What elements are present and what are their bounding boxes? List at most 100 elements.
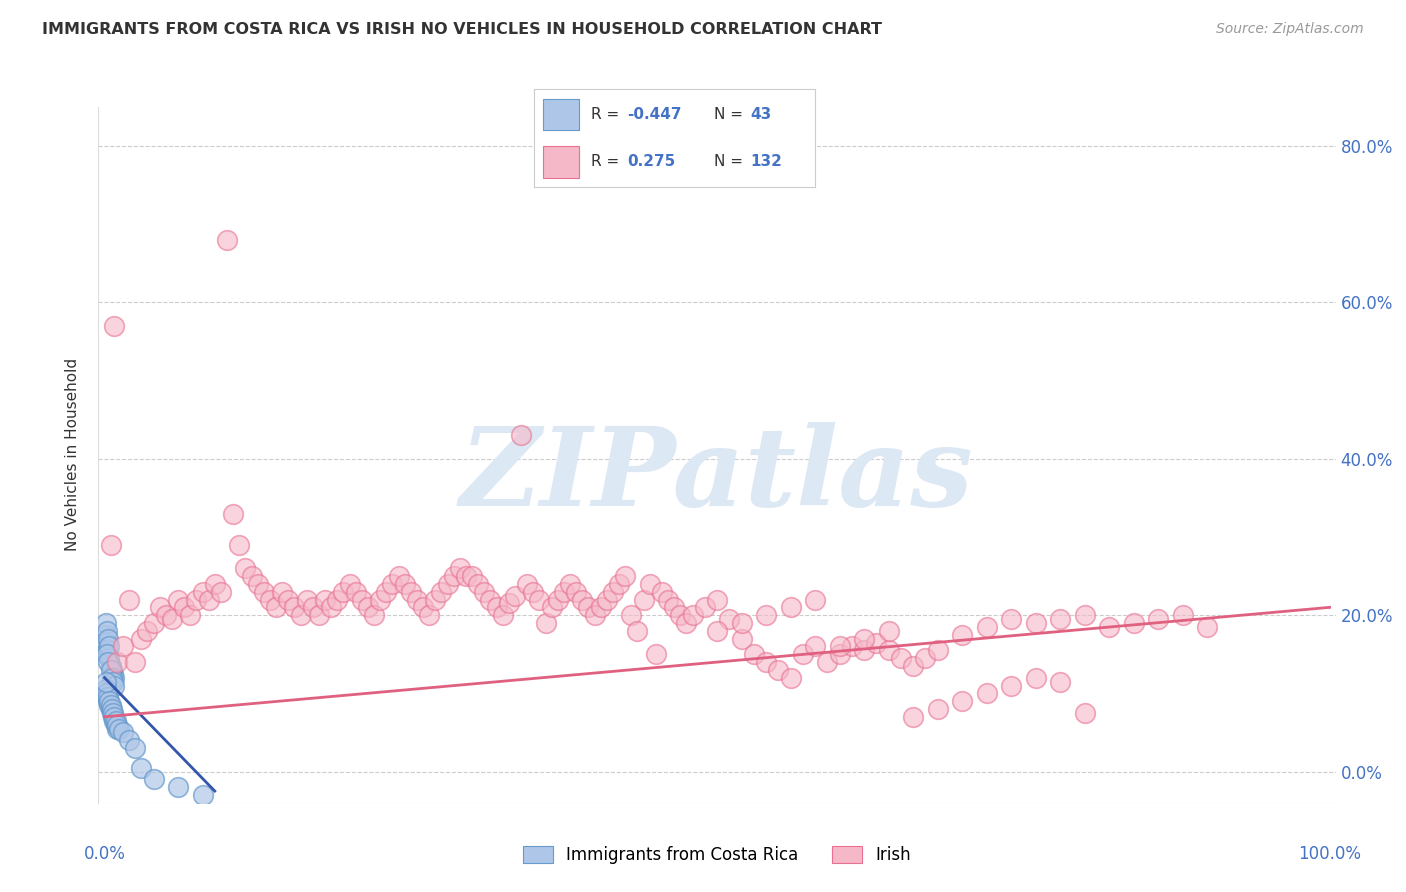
Point (118, 592, 141, 607)
Text: -0.447: -0.447 (627, 107, 682, 122)
Point (96, 635, 118, 649)
Point (596, 592, 619, 607)
Point (828, 640, 851, 654)
Point (529, 592, 551, 607)
Point (890, 651, 912, 665)
Point (129, 632, 152, 646)
Point (105, 722, 128, 736)
Point (271, 584, 294, 599)
Point (240, 569, 263, 583)
Point (142, 772, 165, 787)
Point (308, 608, 330, 623)
Bar (543, 146, 579, 178)
Point (100, 538, 122, 552)
Point (100, 663, 122, 677)
Point (454, 569, 477, 583)
Point (124, 655, 146, 669)
Point (94, 686, 117, 700)
Point (901, 659, 924, 673)
Point (443, 569, 465, 583)
Point (449, 561, 471, 575)
Point (436, 577, 458, 591)
Point (510, 428, 533, 442)
Point (614, 569, 637, 583)
Point (742, 647, 765, 661)
Point (779, 671, 801, 685)
Point (1000, 612, 1022, 626)
Point (332, 584, 354, 599)
Point (167, 592, 190, 607)
Point (755, 655, 778, 669)
Point (160, 612, 183, 626)
Text: 0.275: 0.275 (627, 154, 675, 169)
Point (768, 663, 790, 677)
Text: Source: ZipAtlas.com: Source: ZipAtlas.com (1216, 22, 1364, 37)
Point (209, 584, 232, 599)
Point (755, 608, 778, 623)
Point (571, 592, 593, 607)
Point (950, 628, 973, 642)
Point (516, 577, 538, 591)
Point (97, 655, 120, 669)
Point (96, 686, 118, 700)
Point (118, 733, 141, 747)
Point (865, 635, 887, 649)
Point (197, 592, 219, 607)
Point (804, 592, 827, 607)
Point (779, 600, 801, 615)
Point (96, 647, 118, 661)
Point (96, 624, 118, 638)
Point (215, 233, 238, 247)
Point (101, 666, 124, 681)
Point (1171, 608, 1194, 623)
Point (1098, 620, 1121, 634)
Point (675, 615, 697, 630)
Point (94, 674, 117, 689)
Point (101, 671, 124, 685)
Point (314, 592, 336, 607)
Point (204, 577, 226, 591)
Point (191, 788, 214, 802)
Point (350, 592, 373, 607)
Point (357, 600, 380, 615)
Point (100, 659, 122, 673)
Point (222, 507, 245, 521)
Point (1025, 615, 1047, 630)
Text: IMMIGRANTS FROM COSTA RICA VS IRISH NO VEHICLES IN HOUSEHOLD CORRELATION CHART: IMMIGRANTS FROM COSTA RICA VS IRISH NO V… (42, 22, 882, 37)
Point (101, 702, 124, 716)
Point (94, 615, 117, 630)
Point (730, 632, 752, 646)
Point (412, 600, 434, 615)
Point (1049, 674, 1071, 689)
Point (375, 584, 398, 599)
Point (101, 706, 124, 720)
Point (235, 561, 257, 575)
Point (651, 584, 673, 599)
Point (498, 597, 520, 611)
Point (101, 710, 124, 724)
Point (706, 592, 728, 607)
Point (828, 647, 851, 661)
Point (98, 651, 121, 665)
Point (950, 694, 973, 708)
Point (326, 592, 349, 607)
Point (97, 632, 120, 646)
Point (368, 592, 391, 607)
Point (339, 577, 361, 591)
Point (418, 608, 440, 623)
Point (253, 584, 276, 599)
Point (626, 624, 648, 638)
Point (105, 655, 128, 669)
Point (264, 600, 287, 615)
Point (547, 592, 569, 607)
Point (804, 640, 827, 654)
Point (706, 624, 728, 638)
Point (111, 640, 134, 654)
Point (179, 608, 201, 623)
Point (104, 714, 127, 728)
Point (853, 632, 876, 646)
Point (1073, 706, 1095, 720)
Point (103, 714, 125, 728)
Text: 0.0%: 0.0% (83, 845, 125, 863)
Point (103, 679, 125, 693)
